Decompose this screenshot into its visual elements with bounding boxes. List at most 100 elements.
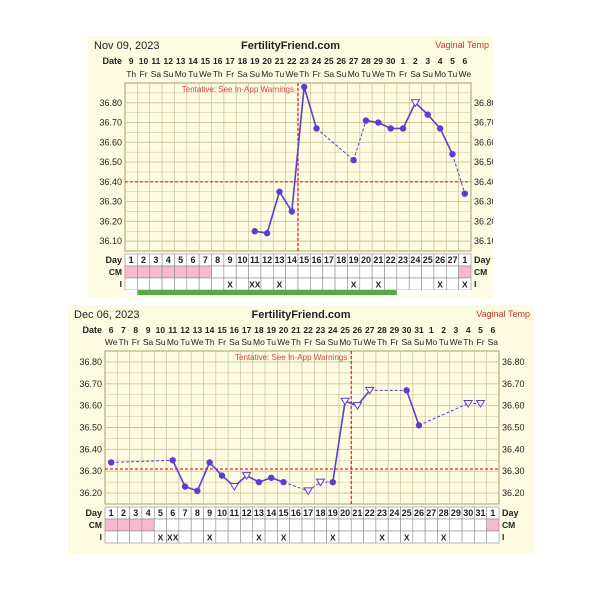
cm-cell (211, 265, 225, 279)
cm-cell (198, 265, 212, 279)
cm-cell (289, 518, 303, 532)
weekday-tick: Mo (253, 337, 265, 347)
date-tick: 25 (324, 56, 334, 66)
intercourse-cell (141, 530, 155, 544)
weekday-tick: Sa (143, 337, 154, 347)
cm-cell (384, 265, 398, 279)
cm-cell (338, 518, 352, 532)
cm-cell (141, 518, 155, 532)
intercourse-mark: X (351, 280, 357, 290)
intercourse-cell (117, 530, 130, 544)
intercourse-cell (363, 530, 377, 544)
weekday-tick: Sa (410, 69, 421, 79)
cm-cell (149, 265, 163, 279)
temp-point (280, 478, 287, 486)
day-number: 23 (398, 255, 408, 265)
weekday-tick: Mo (167, 337, 179, 347)
day-number: 22 (386, 255, 396, 265)
weekday-tick: Tu (180, 337, 190, 347)
intercourse-mark: X (375, 280, 381, 290)
day-number: 1 (462, 255, 467, 265)
weekday-tick: Tu (275, 69, 285, 79)
date-tick: 12 (164, 56, 174, 66)
intercourse-row-label-right: I (474, 279, 476, 289)
day-number: 11 (250, 255, 260, 265)
date-tick: 23 (316, 325, 326, 335)
date-tick: 4 (466, 325, 471, 335)
intercourse-cell (211, 277, 225, 291)
intercourse-mark: X (404, 533, 410, 543)
weekday-tick: Sa (229, 337, 240, 347)
day-number: 17 (303, 508, 313, 518)
day-number: 3 (133, 508, 138, 518)
date-tick: 11 (151, 56, 160, 66)
cm-cell (363, 518, 377, 532)
cm-cell (449, 518, 463, 532)
fertility-chart-1: Nov 09, 2023 FertilityFriend.com Vaginal T… (88, 36, 497, 298)
weekday-tick: Th (205, 337, 215, 347)
weekday-tick: Tu (361, 69, 371, 79)
temp-point (206, 459, 213, 466)
date-tick: 8 (133, 325, 138, 335)
y-tick-right: 36.80 (474, 98, 493, 108)
day-number: 10 (237, 255, 247, 265)
day-number: 7 (183, 508, 188, 518)
intercourse-cell (301, 530, 315, 544)
cm-cell (124, 265, 138, 279)
temp-point (313, 125, 320, 132)
site-title: FertilityFriend.com (251, 309, 350, 321)
intercourse-cell (424, 530, 438, 544)
temp-point (276, 188, 283, 195)
y-tick-left: 36.30 (79, 466, 102, 476)
date-tick: 29 (390, 325, 400, 335)
weekday-tick: Su (423, 69, 434, 79)
tentative-warning: Tentative: See In-App Warnings (235, 353, 347, 362)
temp-point (461, 190, 469, 197)
day-number: 21 (352, 508, 362, 518)
intercourse-cell (264, 530, 278, 544)
date-tick: 13 (193, 325, 203, 335)
date-tick: 10 (139, 56, 149, 66)
cm-cell (104, 518, 118, 532)
cm-cell (272, 265, 286, 279)
cm-cell (260, 265, 274, 279)
day-number: 25 (402, 508, 412, 518)
temp-point-open (303, 487, 314, 496)
cm-cell (166, 518, 180, 532)
temp-point (268, 474, 275, 481)
temp-segment (111, 459, 173, 463)
intercourse-row-label: I (100, 532, 102, 542)
intercourse-cell (310, 277, 324, 291)
intercourse-cell (421, 277, 435, 291)
weekday-tick: Sa (488, 337, 499, 347)
cm-cell (437, 518, 451, 532)
day-number: 9 (207, 508, 212, 518)
temp-point (399, 125, 407, 132)
cm-cell (153, 518, 167, 532)
date-tick: 24 (312, 56, 322, 66)
y-tick-left: 36.20 (99, 216, 122, 226)
day-number: 26 (414, 508, 424, 518)
date-tick: 28 (377, 325, 387, 335)
date-tick: 30 (402, 325, 412, 335)
intercourse-cell (445, 277, 459, 291)
date-tick: 27 (365, 325, 375, 335)
temp-point (194, 487, 201, 495)
date-tick: 14 (188, 56, 198, 66)
cm-cell (186, 265, 200, 279)
temp-point-open (340, 397, 350, 406)
intercourse-cell (129, 530, 143, 544)
intercourse-cell (322, 277, 336, 291)
intercourse-cell (384, 277, 398, 291)
y-tick-right: 36.40 (474, 177, 493, 187)
intercourse-mark: X (462, 280, 468, 290)
day-number: 27 (426, 508, 436, 518)
cm-cell (285, 265, 299, 279)
cm-cell (461, 518, 475, 532)
day-number: 23 (377, 508, 387, 518)
intercourse-row-label-right: I (502, 532, 504, 542)
cm-cell (301, 518, 315, 532)
day-number: 19 (349, 255, 359, 265)
temp-segment (303, 86, 318, 129)
day-number: 6 (170, 508, 175, 518)
